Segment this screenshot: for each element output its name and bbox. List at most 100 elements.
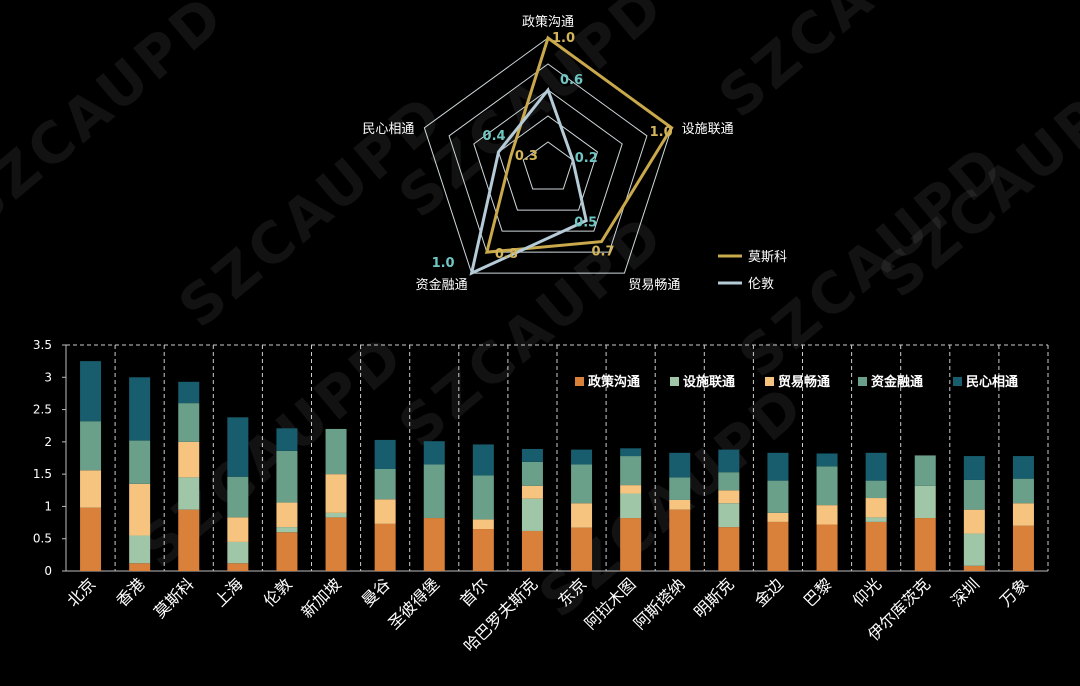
y-tick-label: 2.5 (33, 403, 52, 417)
x-tick-label: 首尔 (456, 574, 492, 610)
radar-legend-label: 莫斯科 (748, 250, 787, 265)
bar-segment (423, 441, 445, 465)
bar-segment (227, 517, 249, 542)
bar-segment (571, 527, 593, 571)
bar-segment (669, 452, 691, 478)
bar-segment (178, 403, 200, 442)
bar-segment (325, 517, 347, 571)
radar-value-label: 0.7 (591, 245, 614, 260)
bar-segment (816, 466, 838, 506)
radar-grid-ring (522, 141, 574, 190)
bar-segment (227, 541, 249, 564)
y-tick-label: 0 (44, 564, 52, 578)
radar-value-label: 0.4 (483, 129, 506, 144)
y-tick-label: 0.5 (33, 532, 52, 546)
bar-segment (767, 452, 789, 481)
bar-legend-swatch (575, 377, 584, 386)
bar-segment (669, 477, 691, 500)
bar-segment (178, 477, 200, 510)
bar-segment (1012, 525, 1034, 571)
x-tick-label: 新加坡 (297, 574, 344, 621)
x-tick-label: 伦敦 (260, 574, 296, 610)
bar-segment (521, 485, 543, 499)
y-tick-label: 2 (44, 435, 52, 449)
x-tick-label: 莫斯科 (150, 574, 197, 621)
radar-axis-label: 政策沟通 (522, 14, 574, 30)
bar-segment (374, 523, 396, 571)
bar-segment (963, 509, 985, 534)
bar-segment (374, 439, 396, 469)
bar-legend-label: 设施联通 (683, 374, 735, 390)
radar-axis-label: 民心相通 (362, 122, 414, 137)
bar-segment (374, 468, 396, 500)
bar-segment (129, 563, 151, 571)
bar-segment (374, 499, 396, 524)
bar-segment (80, 470, 102, 508)
bar-segment (178, 509, 200, 571)
x-tick-label: 明斯克 (690, 574, 737, 621)
radar-value-label: 0.6 (560, 73, 583, 88)
radar-legend-label: 伦敦 (748, 276, 774, 292)
bar-segment (521, 498, 543, 531)
bar-segment (865, 498, 887, 518)
x-tick-label: 北京 (63, 574, 99, 610)
bar-segment (227, 417, 249, 477)
watermark-text: SZCAUPD (0, 0, 238, 241)
bar-segment (718, 472, 740, 491)
x-tick-label: 阿斯塔纳 (630, 574, 689, 633)
bar-segment (521, 448, 543, 462)
x-tick-label: 万象 (996, 574, 1032, 610)
radar-value-label: 1.0 (552, 31, 575, 46)
bar-segment (276, 450, 298, 503)
bar-segment (80, 361, 102, 422)
bar-segment (963, 565, 985, 571)
watermark-text: SZCAUPD (127, 322, 417, 580)
radar-value-label: 0.2 (575, 151, 598, 166)
bar-segment (620, 493, 642, 519)
bar-segment (718, 490, 740, 504)
bar-segment (472, 475, 494, 520)
bar-legend-label: 民心相通 (966, 374, 1018, 390)
bar-segment (227, 563, 249, 571)
bar-segment (423, 518, 445, 571)
bar-segment (276, 532, 298, 571)
bar-segment (718, 527, 740, 571)
bar-segment (620, 518, 642, 571)
bar-segment (620, 485, 642, 494)
bar-segment (571, 449, 593, 465)
x-tick-label: 曼谷 (358, 574, 394, 610)
bar-segment (178, 441, 200, 478)
bar-segment (1012, 478, 1034, 504)
bar-segment (767, 480, 789, 513)
bar-segment (1012, 503, 1034, 526)
bar-legend-swatch (670, 377, 679, 386)
bar-segment (963, 456, 985, 480)
radar-value-label: 0.8 (495, 247, 518, 262)
y-tick-label: 1.5 (33, 467, 52, 481)
bar-legend-label: 政策沟通 (588, 374, 640, 390)
radar-value-label: 0.3 (515, 149, 538, 164)
bar-segment (276, 527, 298, 533)
y-tick-label: 1 (44, 499, 52, 513)
bar-segment (325, 428, 347, 475)
bar-segment (472, 529, 494, 571)
bar-segment (1012, 456, 1034, 479)
bar-segment (718, 449, 740, 473)
bar-segment (865, 517, 887, 522)
bar-segment (521, 530, 543, 571)
x-tick-label: 金边 (751, 574, 787, 610)
x-tick-label: 香港 (112, 574, 148, 610)
bar-segment (472, 444, 494, 476)
radar-value-label: 1.0 (432, 256, 455, 271)
x-tick-label: 深圳 (947, 574, 983, 610)
y-tick-label: 3 (44, 370, 52, 384)
bar-legend-label: 资金融通 (871, 374, 923, 390)
bar-segment (423, 464, 445, 519)
x-tick-label: 仰光 (849, 574, 885, 610)
watermark-text: SZCAUPD (867, 52, 1080, 310)
bar-segment (178, 381, 200, 404)
